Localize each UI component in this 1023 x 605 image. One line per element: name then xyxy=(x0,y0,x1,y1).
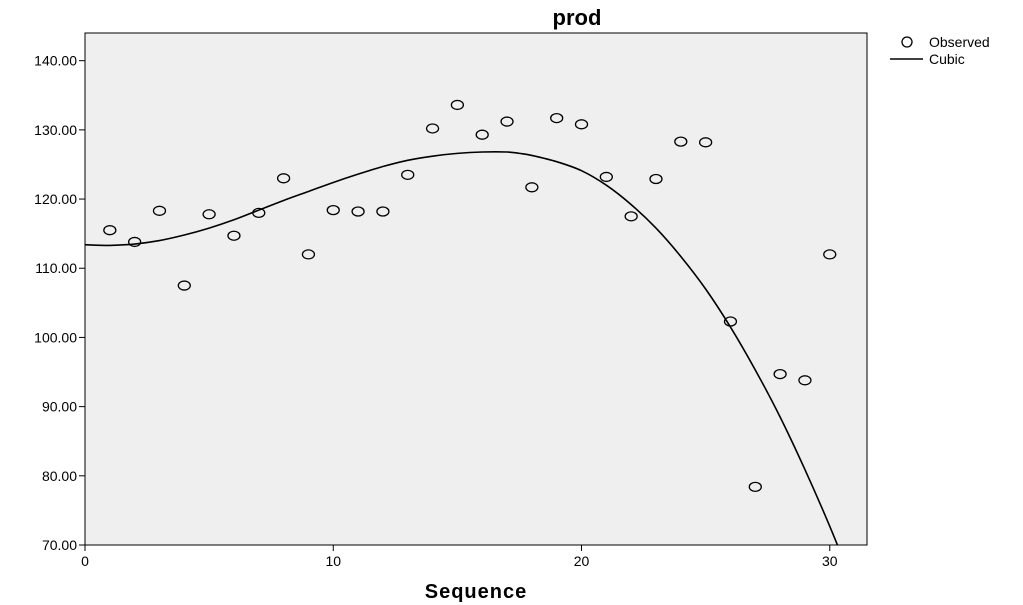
observed-point xyxy=(525,182,539,193)
y-axis: 70.00 80.00 90.00 100.00 110.00 120.00 130.00 1… xyxy=(34,53,85,553)
observed-point xyxy=(624,211,638,222)
observed-point xyxy=(798,375,812,386)
x-axis: 0 10 20 30 xyxy=(81,545,838,569)
observed-point xyxy=(674,136,688,147)
observed-point xyxy=(475,129,489,140)
observed-point xyxy=(103,225,117,236)
y-tick-label: 80.00 xyxy=(42,468,77,484)
observed-point xyxy=(351,206,365,217)
y-tick-label: 90.00 xyxy=(42,399,77,415)
legend-label-observed: Observed xyxy=(929,34,990,50)
observed-point xyxy=(500,116,514,127)
observed-point xyxy=(301,249,316,260)
observed-point xyxy=(177,280,191,291)
x-axis-title: Sequence xyxy=(425,581,527,603)
observed-points xyxy=(103,99,837,493)
observed-point xyxy=(723,316,738,327)
observed-point xyxy=(128,236,142,248)
x-tick-label: 20 xyxy=(574,553,590,569)
legend-label-cubic: Cubic xyxy=(929,51,965,67)
y-tick-label: 100.00 xyxy=(34,329,77,345)
x-tick-label: 0 xyxy=(81,553,89,569)
y-tick-label: 140.00 xyxy=(34,53,77,69)
observed-point xyxy=(252,207,266,219)
y-tick-label: 70.00 xyxy=(42,537,77,553)
observed-point xyxy=(574,119,589,130)
legend-marker-observed xyxy=(901,36,913,48)
observed-point xyxy=(326,204,340,216)
legend: Observed Cubic xyxy=(890,34,990,67)
x-tick-label: 10 xyxy=(325,553,341,569)
observed-point xyxy=(401,169,415,180)
observed-point xyxy=(698,137,713,148)
observed-point xyxy=(227,230,241,241)
observed-point xyxy=(276,173,291,184)
observed-point xyxy=(202,209,216,220)
chart-title: prod xyxy=(553,5,602,30)
plot-area xyxy=(84,32,868,546)
series-line-cubic xyxy=(85,151,839,545)
observed-point xyxy=(823,249,837,260)
y-tick-label: 120.00 xyxy=(34,191,77,207)
x-tick-label: 30 xyxy=(822,553,838,569)
observed-point xyxy=(450,99,465,111)
observed-point xyxy=(550,112,564,124)
observed-point xyxy=(599,171,613,183)
observed-point xyxy=(376,206,390,217)
observed-point xyxy=(649,173,663,185)
observed-point xyxy=(425,123,440,134)
observed-point xyxy=(152,205,167,216)
y-tick-label: 110.00 xyxy=(35,260,77,276)
observed-point xyxy=(773,368,787,380)
observed-point xyxy=(748,481,762,493)
y-tick-label: 130.00 xyxy=(34,122,77,138)
